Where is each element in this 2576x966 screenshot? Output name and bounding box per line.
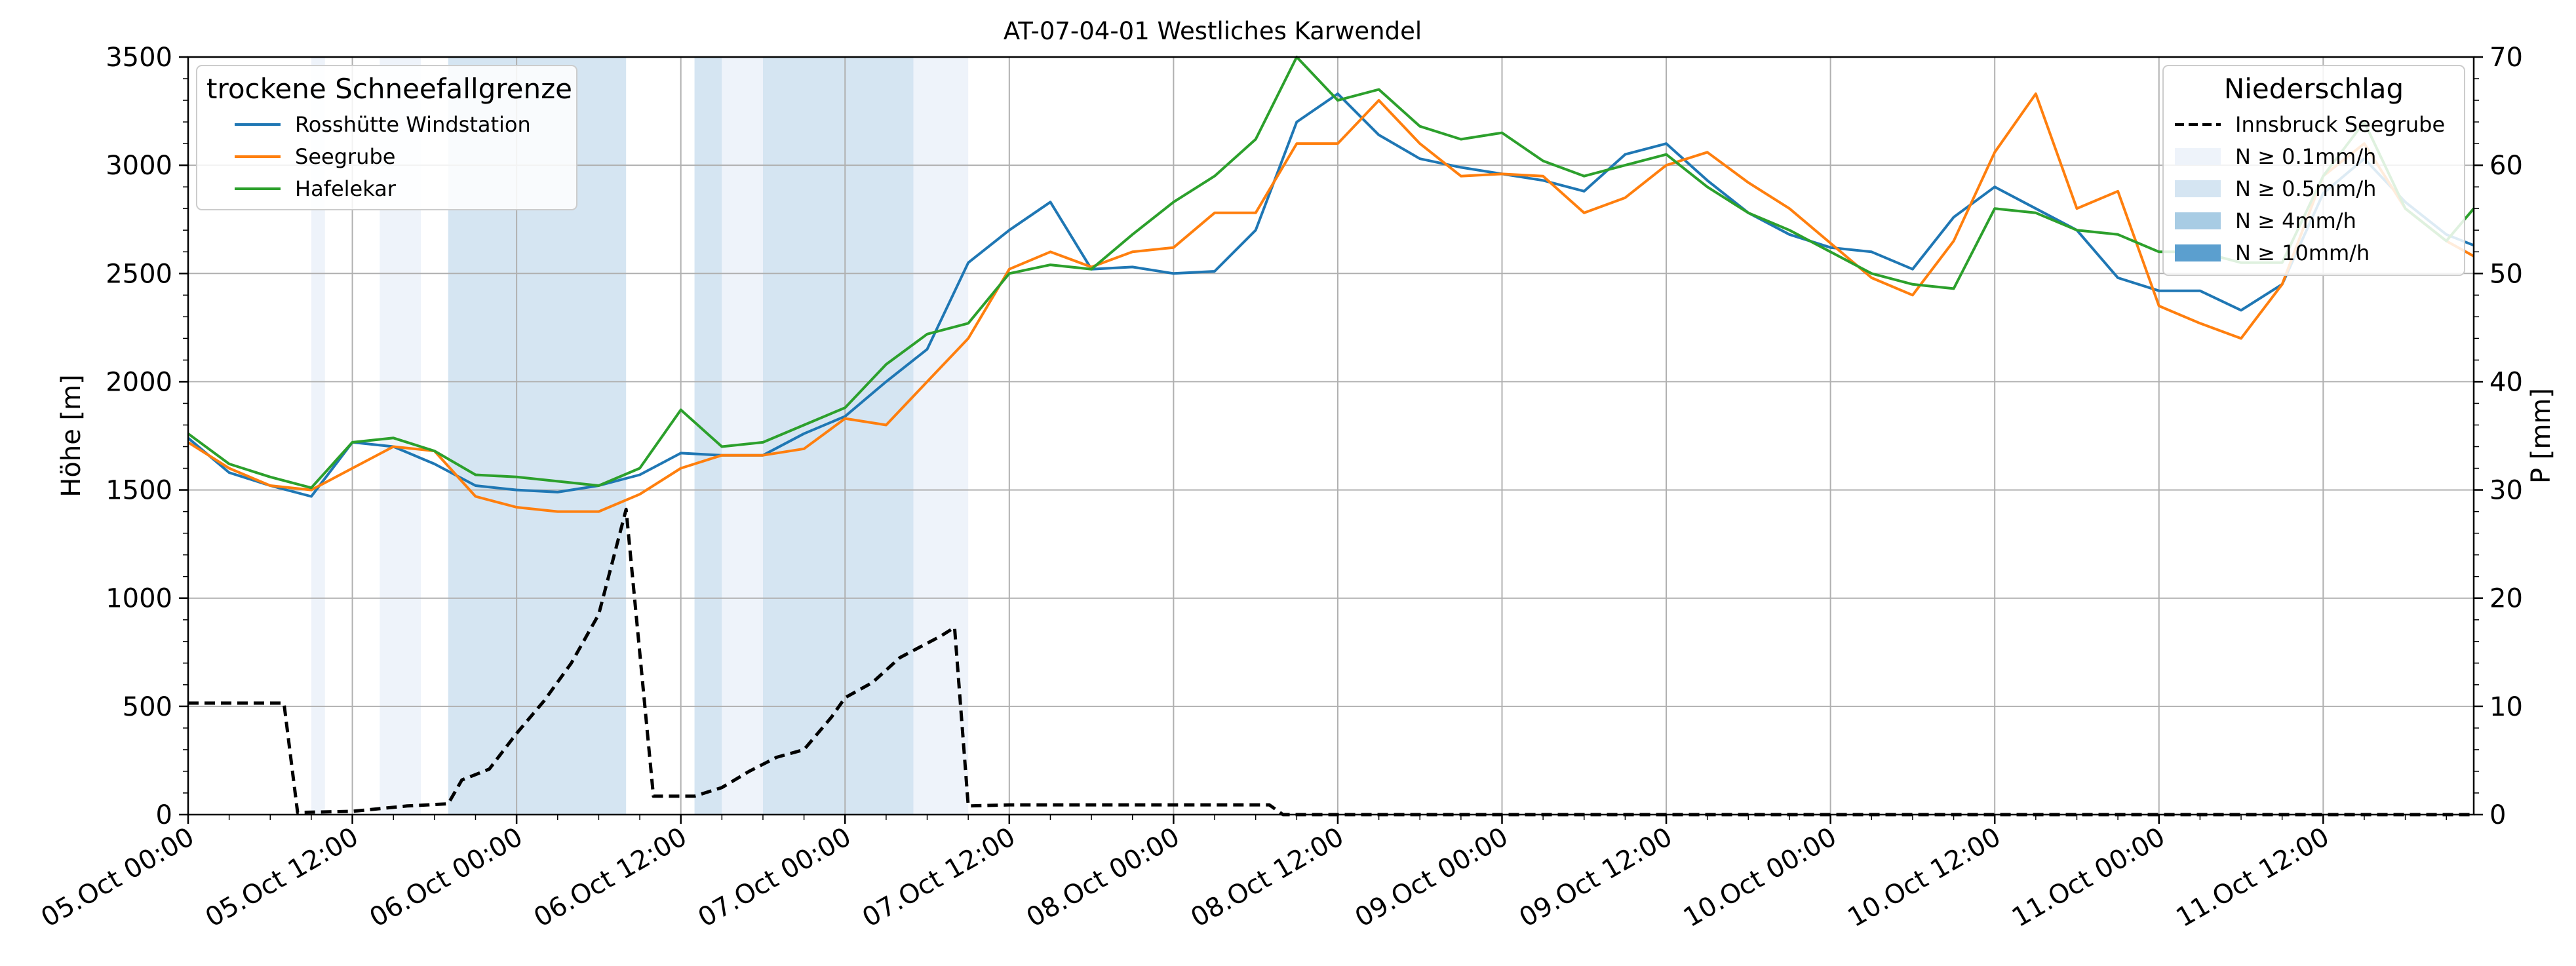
y2-tick-label: 50: [2489, 259, 2523, 289]
legend-label-n05: N ≥ 0.5mm/h: [2235, 176, 2376, 201]
precipitation-bands: [311, 57, 969, 815]
y-tick-label: 2500: [106, 259, 172, 289]
legend-swatch-n05: [2175, 180, 2221, 197]
legend-label-innsbruck: Innsbruck Seegrube: [2235, 112, 2445, 137]
y-axis-ticks: 0 500 1000 1500 2000 2500 3000 3500: [106, 43, 188, 830]
series-line-hafelekar: [187, 56, 2475, 490]
y2-tick-label: 60: [2489, 151, 2523, 181]
y-tick-label: 0: [156, 800, 172, 830]
legend-swatch-n01: [2175, 148, 2221, 165]
y-tick-label: 1500: [106, 476, 172, 506]
precip-band-0: [311, 57, 325, 815]
y2-tick-label: 0: [2489, 800, 2506, 830]
y2-axis-ticks: 0 10 20 30 40 50 60 70: [2474, 43, 2523, 830]
legend-label-n10: N ≥ 10mm/h: [2235, 241, 2370, 265]
legend-label-seegrube: Seegrube: [295, 144, 395, 169]
series-line-innsbruck-seegrube: [188, 507, 2474, 817]
y2-tick-label: 40: [2489, 367, 2523, 397]
y-tick-label: 3500: [106, 43, 172, 73]
legend-label-hafelekar: Hafelekar: [295, 176, 397, 201]
y-tick-label: 1000: [106, 584, 172, 614]
y2-tick-label: 10: [2489, 692, 2523, 722]
legend-snowline: trockene Schneefallgrenze Rosshütte Wind…: [196, 65, 577, 210]
series-line-rossh-tte-windstation: [187, 92, 2474, 498]
series-line-seegrube: [187, 92, 2474, 513]
y-axis-label: Höhe [m]: [56, 374, 87, 497]
legend-label-n4: N ≥ 4mm/h: [2235, 208, 2356, 233]
legend-label-rosshuette: Rosshütte Windstation: [295, 112, 531, 137]
chart-title: AT-07-04-01 Westliches Karwendel: [1004, 17, 1422, 45]
legend-precipitation: Niederschlag Innsbruck Seegrube N ≥ 0.1m…: [2162, 65, 2465, 276]
y2-axis-label: P [mm]: [2526, 388, 2556, 484]
y-tick-label: 500: [123, 692, 172, 722]
y2-tick-label: 20: [2489, 584, 2523, 614]
legend-swatch-n4: [2175, 212, 2221, 229]
precip-band-4: [722, 57, 763, 815]
precip-band-5: [762, 57, 914, 815]
legend-precip-title: Niederschlag: [2224, 73, 2404, 105]
plot-frame: [187, 56, 2475, 816]
y2-tick-label: 30: [2489, 476, 2523, 506]
y-tick-label: 2000: [106, 367, 172, 397]
y2-tick-label: 70: [2489, 43, 2523, 73]
legend-swatch-n10: [2175, 244, 2221, 261]
series-lines: [187, 56, 2475, 817]
y-tick-label: 3000: [106, 151, 172, 181]
legend-snowline-title: trockene Schneefallgrenze: [206, 73, 572, 105]
legend-label-n01: N ≥ 0.1mm/h: [2235, 144, 2376, 169]
